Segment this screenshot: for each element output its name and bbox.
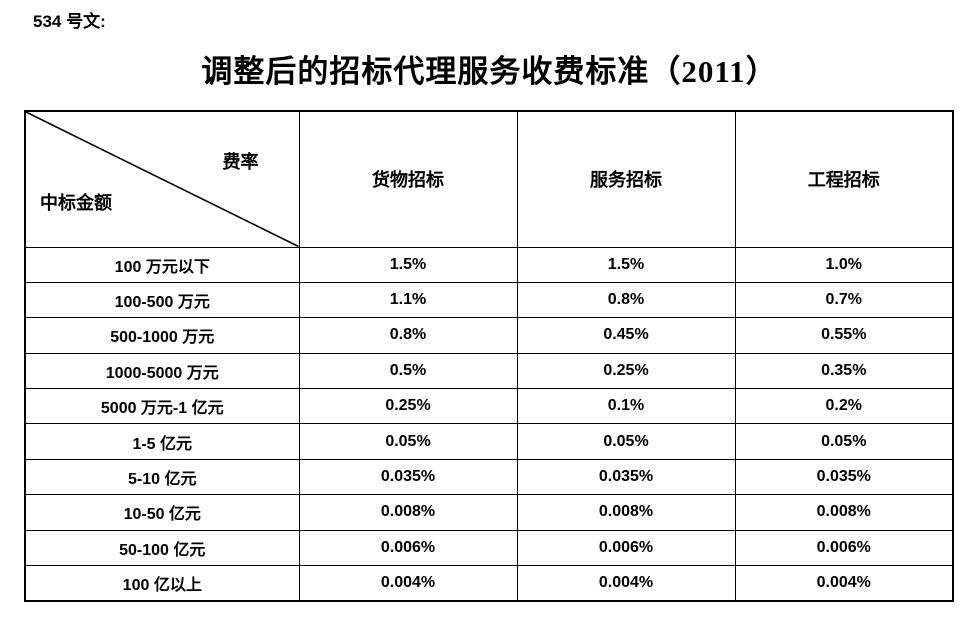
- row-label: 500-1000 万元: [24, 317, 300, 354]
- table-row: 5000 万元-1 亿元 0.25% 0.1% 0.2%: [24, 388, 954, 425]
- fee-value: 0.25%: [516, 352, 736, 390]
- header-row: 费率 中标金额 货物招标 服务招标 工程招标: [24, 110, 954, 248]
- corner-label-amount: 中标金额: [40, 192, 112, 213]
- fee-value: 0.004%: [516, 565, 736, 602]
- row-label: 50-100 亿元: [24, 529, 300, 567]
- table-row: 1-5 亿元 0.05% 0.05% 0.05%: [24, 423, 954, 460]
- corner-cell: 费率 中标金额: [24, 110, 300, 248]
- table-row: 50-100 亿元 0.006% 0.006% 0.006%: [24, 529, 954, 567]
- table-row: 500-1000 万元 0.8% 0.45% 0.55%: [24, 317, 954, 354]
- fee-value: 0.8%: [298, 317, 518, 354]
- table-row: 1000-5000 万元 0.5% 0.25% 0.35%: [24, 352, 954, 390]
- fee-value: 0.035%: [516, 458, 736, 496]
- row-label: 100 万元以下: [24, 246, 300, 283]
- diagonal-divider-icon: [26, 112, 299, 247]
- column-header-services: 服务招标: [516, 110, 736, 248]
- fee-value: 1.5%: [516, 246, 736, 283]
- fee-value: 0.008%: [298, 494, 518, 531]
- fee-value: 0.006%: [516, 529, 736, 567]
- fee-value: 0.035%: [734, 458, 954, 496]
- fee-value: 0.05%: [734, 423, 954, 460]
- column-header-engineering: 工程招标: [734, 110, 954, 248]
- row-label: 1-5 亿元: [24, 423, 300, 460]
- fee-value: 0.8%: [516, 281, 736, 319]
- fee-value: 0.004%: [734, 565, 954, 602]
- fee-value: 1.1%: [298, 281, 518, 319]
- fee-value: 0.2%: [734, 388, 954, 425]
- page-title: 调整后的招标代理服务收费标准（2011）: [201, 54, 778, 89]
- fee-value: 0.05%: [298, 423, 518, 460]
- row-label: 1000-5000 万元: [24, 352, 300, 390]
- row-label: 10-50 亿元: [24, 494, 300, 531]
- row-label: 5-10 亿元: [24, 458, 300, 496]
- fee-value: 0.006%: [734, 529, 954, 567]
- column-header-goods: 货物招标: [298, 110, 518, 248]
- fee-value: 0.45%: [516, 317, 736, 354]
- corner-label-rate: 费率: [222, 152, 259, 172]
- doc-number-label: 534 号文:: [33, 12, 106, 31]
- fee-value: 0.008%: [734, 494, 954, 531]
- fee-value: 0.7%: [734, 281, 954, 319]
- table-row: 10-50 亿元 0.008% 0.008% 0.008%: [24, 494, 954, 531]
- row-label: 5000 万元-1 亿元: [24, 388, 300, 425]
- fee-value: 0.05%: [516, 423, 736, 460]
- table-row: 100 亿以上 0.004% 0.004% 0.004%: [24, 565, 954, 602]
- table-row: 100 万元以下 1.5% 1.5% 1.0%: [24, 246, 954, 283]
- fee-value: 0.006%: [298, 529, 518, 567]
- fee-value: 0.004%: [298, 565, 518, 602]
- fee-table: 费率 中标金额 货物招标 服务招标 工程招标 100 万元以下 1.5% 1.5…: [24, 110, 954, 602]
- fee-value: 0.1%: [516, 388, 736, 425]
- fee-value: 0.55%: [734, 317, 954, 354]
- row-label: 100-500 万元: [24, 281, 300, 319]
- fee-value: 0.5%: [298, 352, 518, 390]
- fee-value: 0.25%: [298, 388, 518, 425]
- fee-value: 1.0%: [734, 246, 954, 283]
- fee-value: 0.35%: [734, 352, 954, 390]
- table-row: 5-10 亿元 0.035% 0.035% 0.035%: [24, 458, 954, 496]
- fee-value: 0.035%: [298, 458, 518, 496]
- fee-value: 1.5%: [298, 246, 518, 283]
- row-label: 100 亿以上: [24, 565, 300, 602]
- table-row: 100-500 万元 1.1% 0.8% 0.7%: [24, 281, 954, 319]
- fee-value: 0.008%: [516, 494, 736, 531]
